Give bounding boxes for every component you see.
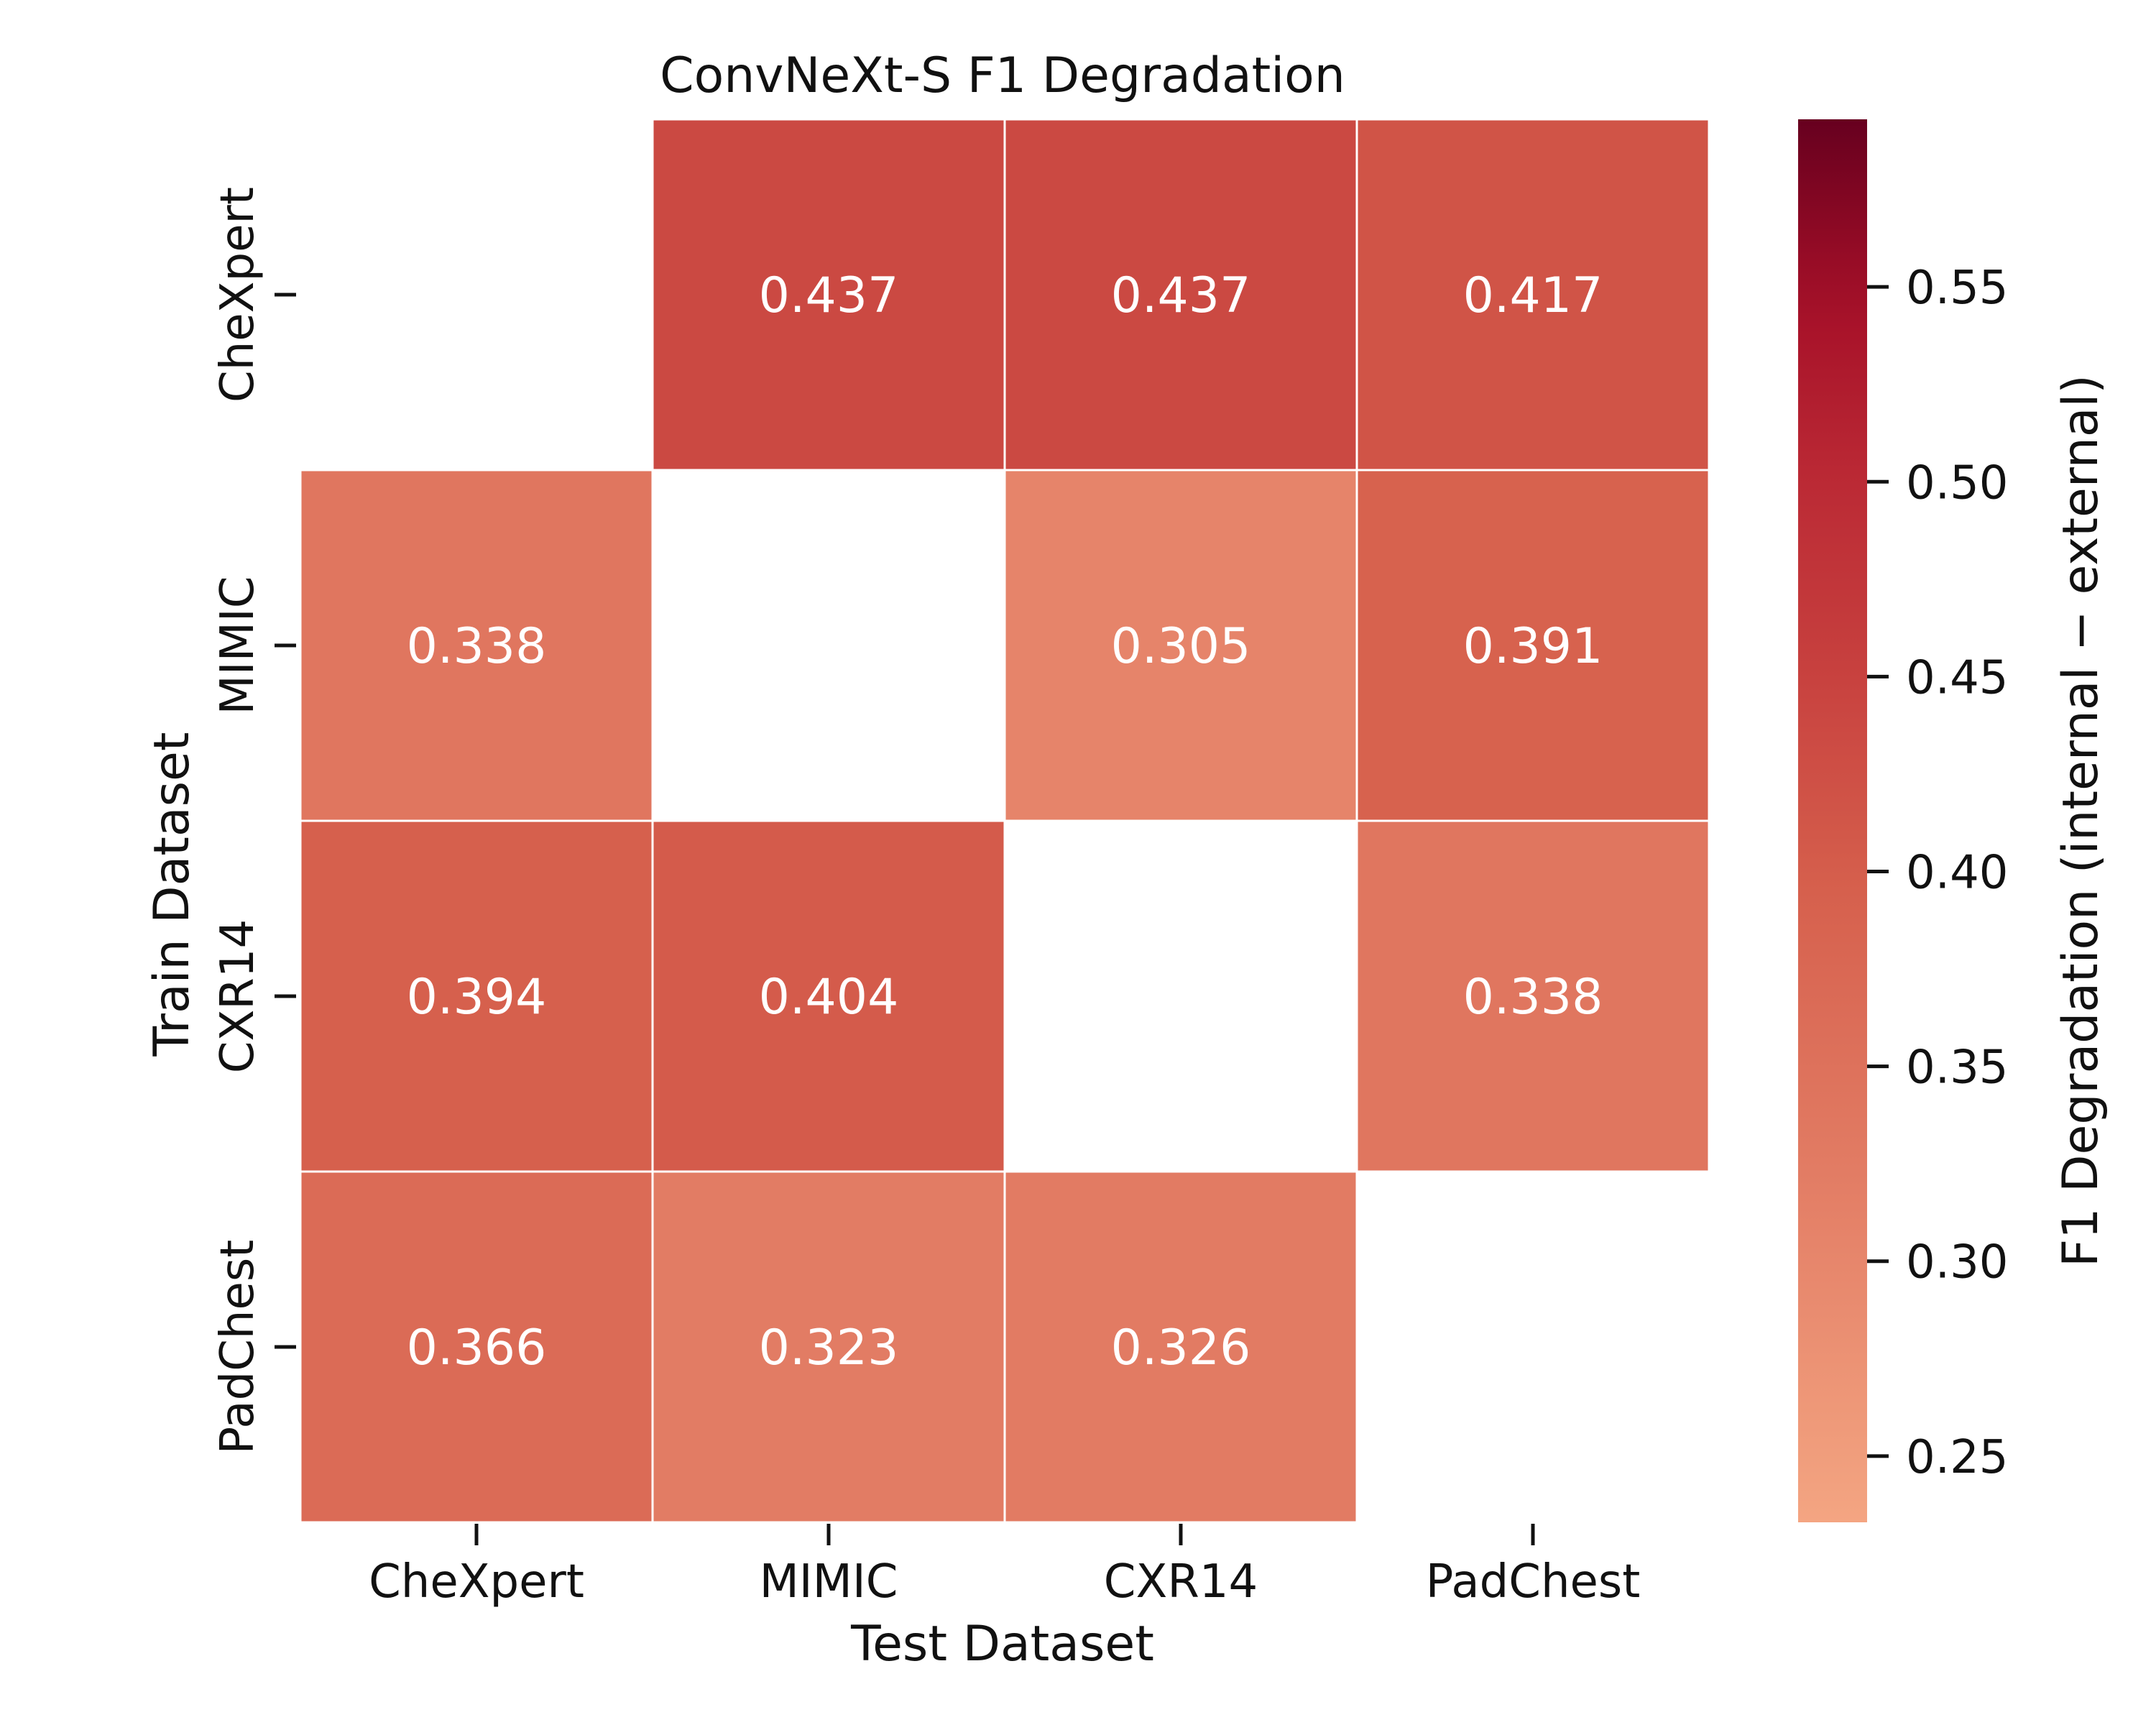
colorbar-tick-label: 0.30 — [1906, 1236, 2009, 1289]
colorbar-ticks: 0.25 0.30 0.35 0.40 0.45 0.50 0.55 — [1867, 262, 2009, 1484]
x-axis-label: Test Dataset — [850, 1616, 1154, 1673]
x-axis: CheXpert MIMIC CXR14 PadChest — [369, 1524, 1640, 1609]
heatmap-cell — [299, 819, 654, 1173]
y-tick-label: CXR14 — [211, 919, 264, 1073]
heatmap-cell — [1003, 469, 1358, 822]
colorbar-tick-label: 0.55 — [1906, 262, 2009, 315]
cell-value-label: 0.323 — [759, 1320, 899, 1376]
colorbar-tick-label: 0.35 — [1906, 1041, 2009, 1095]
heatmap-cell — [1355, 819, 1710, 1173]
heatmap-cell — [1003, 118, 1358, 472]
cell-value-label: 0.437 — [759, 267, 899, 324]
colorbar-tick-label: 0.50 — [1906, 456, 2009, 510]
y-tick-label: CheXpert — [211, 187, 264, 402]
x-tick-label: CheXpert — [369, 1555, 584, 1609]
cell-value-label: 0.437 — [1111, 267, 1251, 324]
colorbar-tick-label: 0.25 — [1906, 1431, 2009, 1484]
x-tick-label: PadChest — [1426, 1555, 1641, 1609]
colorbar-label: F1 Degradation (internal − external) — [2053, 374, 2109, 1267]
cell-value-label: 0.338 — [1463, 969, 1603, 1026]
cell-value-label: 0.417 — [1463, 267, 1603, 324]
heatmap-cell — [1003, 1170, 1358, 1524]
heatmap-cell — [299, 469, 654, 822]
y-tick-label: PadChest — [211, 1240, 264, 1455]
x-tick-label: CXR14 — [1104, 1555, 1258, 1609]
cell-value-label: 0.305 — [1111, 618, 1251, 675]
heatmap-cell — [651, 118, 1006, 472]
heatmap-cells — [299, 118, 1710, 1524]
cell-value-label: 0.404 — [759, 969, 899, 1026]
y-axis-label: Train Dataset — [144, 732, 201, 1057]
cell-value-label: 0.338 — [407, 618, 547, 675]
cell-value-label: 0.366 — [407, 1320, 547, 1376]
heatmap-cell — [1355, 469, 1710, 822]
heatmap-cell-labels: 0.437 0.437 0.417 0.338 0.305 0.391 0.394 0.404… — [407, 267, 1603, 1376]
colorbar — [1798, 119, 1867, 1522]
y-tick-label: MIMIC — [211, 576, 264, 715]
cell-value-label: 0.326 — [1111, 1320, 1251, 1376]
colorbar-gradient — [1798, 119, 1867, 1522]
colorbar-tick-label: 0.45 — [1906, 651, 2009, 704]
cell-value-label: 0.394 — [407, 969, 547, 1026]
heatmap-cell — [1355, 118, 1710, 472]
colorbar-tick-label: 0.40 — [1906, 846, 2009, 899]
y-axis: CheXpert MIMIC CXR14 PadChest — [211, 187, 296, 1454]
heatmap-cell — [651, 819, 1006, 1173]
x-tick-label: MIMIC — [760, 1555, 898, 1609]
chart-title: ConvNeXt-S F1 Degradation — [660, 47, 1345, 104]
cell-value-label: 0.391 — [1463, 618, 1603, 675]
heatmap-cell — [299, 1170, 654, 1524]
